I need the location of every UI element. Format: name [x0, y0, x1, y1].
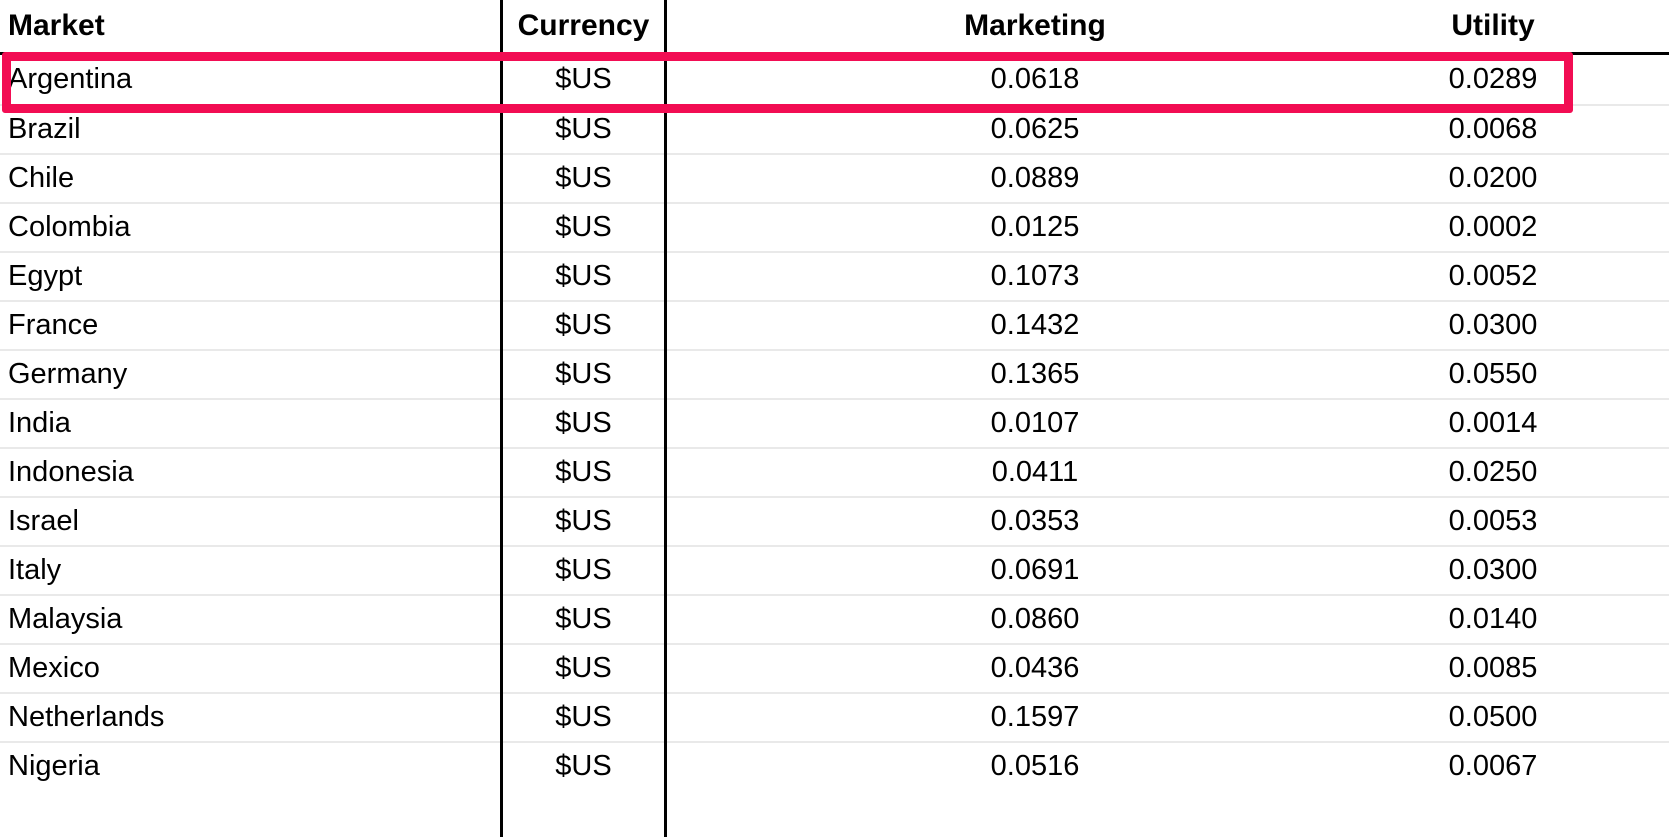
cell-marketing[interactable]: 0.0107 [990, 407, 1080, 439]
table-row: Colombia $US 0.0125 0.0002 [0, 202, 1669, 251]
cell-utility[interactable]: 0.0300 [1448, 554, 1538, 586]
cell-currency[interactable]: $US [555, 309, 612, 341]
cell-market[interactable]: Nigeria [8, 750, 100, 782]
cell-currency[interactable]: $US [555, 113, 612, 145]
cell-marketing[interactable]: 0.0691 [990, 554, 1080, 586]
cell-marketing[interactable]: 0.0889 [990, 162, 1080, 194]
cell-currency[interactable]: $US [555, 260, 612, 292]
cell-utility[interactable]: 0.0289 [1448, 63, 1538, 95]
table-row: Israel $US 0.0353 0.0053 [0, 496, 1669, 545]
cell-market[interactable]: France [8, 309, 99, 341]
cell-currency[interactable]: $US [555, 456, 612, 488]
cell-marketing[interactable]: 0.1073 [990, 260, 1080, 292]
header-cell-currency[interactable]: Currency [517, 9, 650, 42]
cell-utility[interactable]: 0.0300 [1448, 309, 1538, 341]
cell-currency[interactable]: $US [555, 554, 612, 586]
cell-market[interactable]: India [8, 407, 71, 439]
table-row: Argentina $US 0.0618 0.0289 [0, 55, 1669, 104]
cell-market[interactable]: Malaysia [8, 603, 123, 635]
cell-marketing[interactable]: 0.0860 [990, 603, 1080, 635]
table-row: Nigeria $US 0.0516 0.0067 [0, 741, 1669, 790]
cell-utility[interactable]: 0.0200 [1448, 162, 1538, 194]
cell-currency[interactable]: $US [555, 750, 612, 782]
cell-currency[interactable]: $US [555, 652, 612, 684]
cell-marketing[interactable]: 0.0618 [990, 63, 1080, 95]
cell-marketing[interactable]: 0.0125 [990, 211, 1080, 243]
cell-utility[interactable]: 0.0014 [1448, 407, 1538, 439]
cell-currency[interactable]: $US [555, 603, 612, 635]
cell-utility[interactable]: 0.0085 [1448, 652, 1538, 684]
header-cell-utility[interactable]: Utility [1451, 9, 1535, 42]
cell-market[interactable]: Indonesia [8, 456, 134, 488]
table-row: Indonesia $US 0.0411 0.0250 [0, 447, 1669, 496]
cell-marketing[interactable]: 0.0436 [990, 652, 1080, 684]
cell-market[interactable]: Colombia [8, 211, 131, 243]
header-cell-marketing[interactable]: Marketing [964, 9, 1106, 42]
market-data-table: Market Currency Marketing Utility Argent… [0, 0, 1669, 790]
cell-currency[interactable]: $US [555, 407, 612, 439]
cell-market[interactable]: Brazil [8, 113, 81, 145]
cell-utility[interactable]: 0.0550 [1448, 358, 1538, 390]
cell-market[interactable]: Netherlands [8, 701, 165, 733]
table-row: Malaysia $US 0.0860 0.0140 [0, 594, 1669, 643]
cell-currency[interactable]: $US [555, 162, 612, 194]
table-row: Italy $US 0.0691 0.0300 [0, 545, 1669, 594]
cell-marketing[interactable]: 0.1365 [990, 358, 1080, 390]
table-row: Netherlands $US 0.1597 0.0500 [0, 692, 1669, 741]
currency-column-left-border [500, 0, 503, 837]
cell-currency[interactable]: $US [555, 63, 612, 95]
table-row: France $US 0.1432 0.0300 [0, 300, 1669, 349]
cell-marketing[interactable]: 0.0353 [990, 505, 1080, 537]
cell-market[interactable]: Germany [8, 358, 128, 390]
cell-currency[interactable]: $US [555, 358, 612, 390]
cell-market[interactable]: Argentina [8, 63, 133, 95]
cell-utility[interactable]: 0.0140 [1448, 603, 1538, 635]
table-row: Egypt $US 0.1073 0.0052 [0, 251, 1669, 300]
cell-marketing[interactable]: 0.0516 [990, 750, 1080, 782]
cell-utility[interactable]: 0.0067 [1448, 750, 1538, 782]
cell-marketing[interactable]: 0.0625 [990, 113, 1080, 145]
cell-marketing[interactable]: 0.0411 [991, 456, 1079, 488]
currency-column-right-border [664, 0, 667, 837]
cell-marketing[interactable]: 0.1597 [990, 701, 1080, 733]
table-row: Chile $US 0.0889 0.0200 [0, 153, 1669, 202]
cell-utility[interactable]: 0.0068 [1448, 113, 1538, 145]
table-header-row: Market Currency Marketing Utility [0, 0, 1669, 55]
cell-market[interactable]: Chile [8, 162, 75, 194]
cell-utility[interactable]: 0.0500 [1448, 701, 1538, 733]
table-row: Germany $US 0.1365 0.0550 [0, 349, 1669, 398]
table-body: Argentina $US 0.0618 0.0289 Brazil $US 0… [0, 55, 1669, 790]
cell-utility[interactable]: 0.0052 [1448, 260, 1538, 292]
cell-currency[interactable]: $US [555, 505, 612, 537]
cell-utility[interactable]: 0.0002 [1448, 211, 1538, 243]
table-row: India $US 0.0107 0.0014 [0, 398, 1669, 447]
table-row: Brazil $US 0.0625 0.0068 [0, 104, 1669, 153]
cell-utility[interactable]: 0.0250 [1448, 456, 1538, 488]
cell-marketing[interactable]: 0.1432 [990, 309, 1080, 341]
cell-market[interactable]: Israel [8, 505, 79, 537]
header-cell-market[interactable]: Market [8, 9, 105, 42]
cell-currency[interactable]: $US [555, 211, 612, 243]
cell-market[interactable]: Egypt [8, 260, 83, 292]
cell-utility[interactable]: 0.0053 [1448, 505, 1538, 537]
cell-market[interactable]: Mexico [8, 652, 100, 684]
cell-currency[interactable]: $US [555, 701, 612, 733]
table-row: Mexico $US 0.0436 0.0085 [0, 643, 1669, 692]
cell-market[interactable]: Italy [8, 554, 62, 586]
